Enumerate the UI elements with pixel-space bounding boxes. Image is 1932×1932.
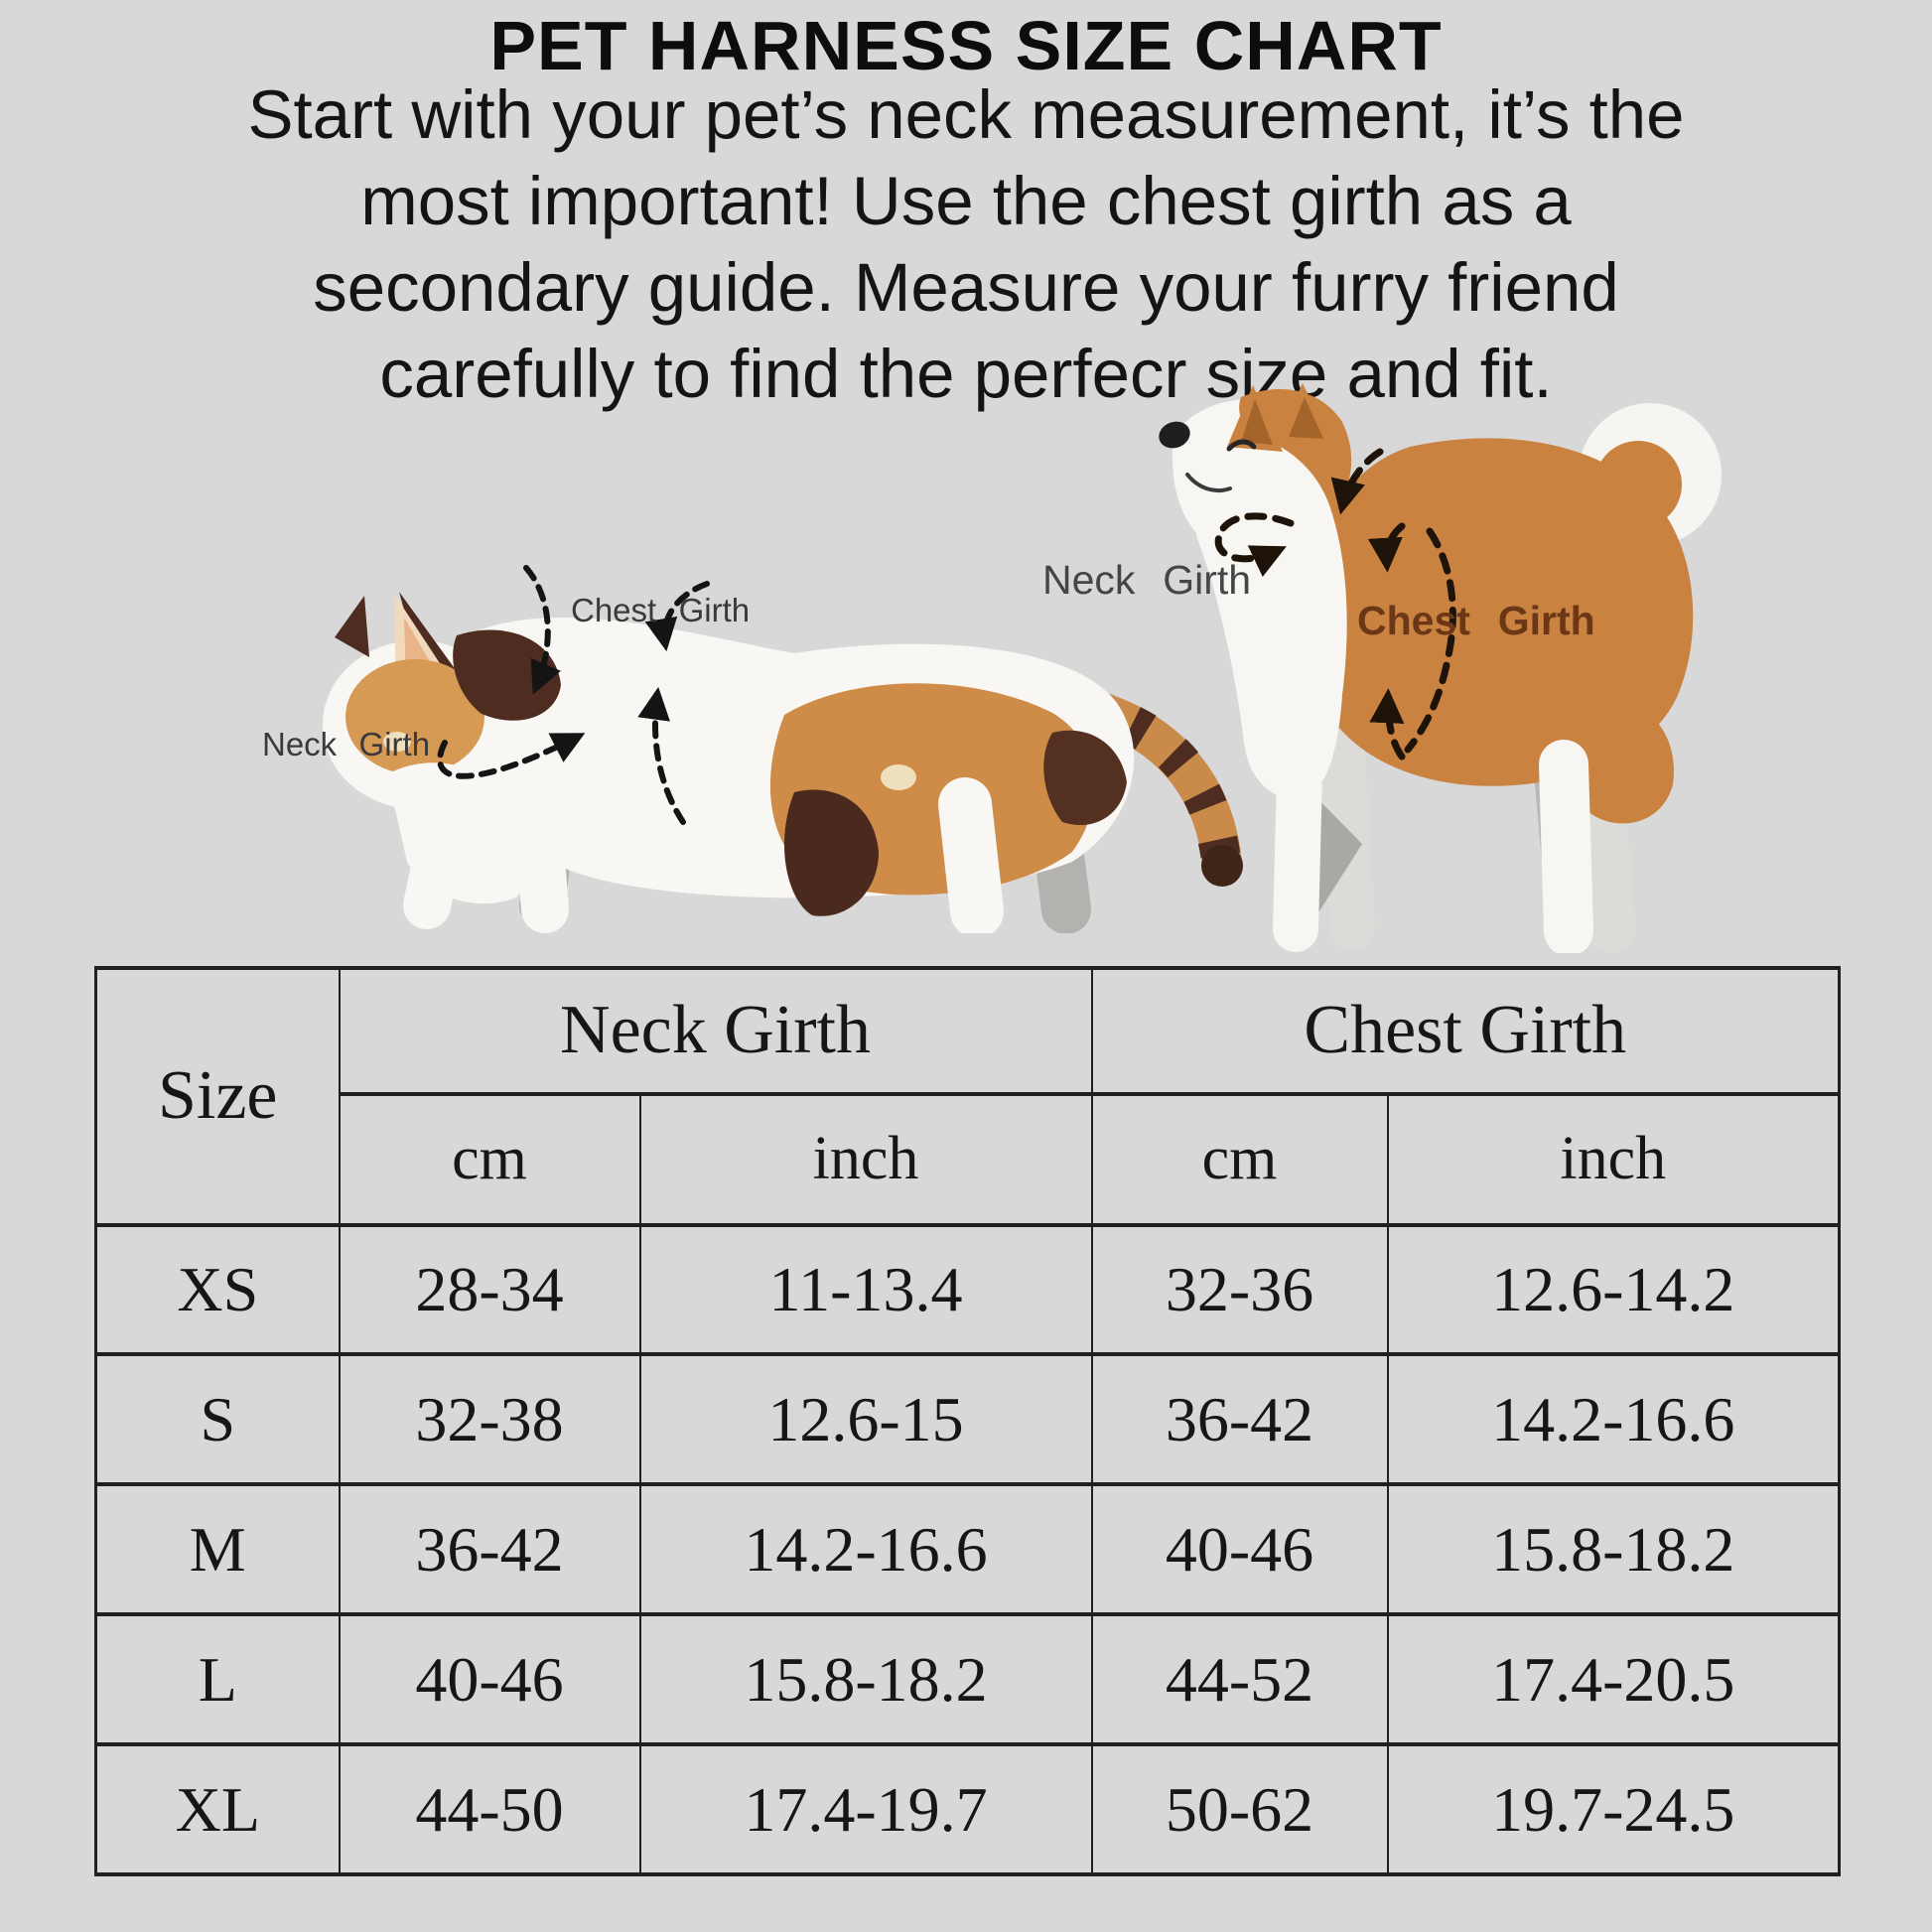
cat-face-spot xyxy=(383,732,411,752)
dog-chest-girth-label: Chest Girth xyxy=(1357,598,1595,643)
cat-front-leg xyxy=(512,770,569,933)
dog-rump xyxy=(1588,694,1674,824)
neck-inch-cell: 17.4-19.7 xyxy=(638,1742,1093,1876)
neck-cm-cell: 32-38 xyxy=(338,1352,641,1487)
subtitle-line-2: most important! Use the chest girth as a xyxy=(360,163,1572,239)
cat-neck-girth-arrow-icon xyxy=(523,565,561,695)
dog-withers-arrow-icon xyxy=(1330,448,1384,515)
dog-right-ear-inner xyxy=(1289,397,1323,439)
table-row-m: M 36-42 14.2-16.6 40-46 15.8-18.2 xyxy=(94,1482,1841,1617)
cat-tail xyxy=(1084,693,1242,884)
size-cell: XL xyxy=(94,1742,341,1876)
dog-chest-down-arrow-icon xyxy=(1367,522,1406,573)
table-row-xl: XL 44-50 17.4-19.7 50-62 19.7-24.5 xyxy=(94,1742,1841,1876)
dog-left-ear-inner xyxy=(1241,399,1273,445)
cat-chest-under-arrow-icon xyxy=(637,686,686,825)
neck-cm-cell: 44-50 xyxy=(338,1742,641,1876)
table-row-xs: XS 28-34 11-13.4 32-36 12.6-14.2 xyxy=(94,1222,1841,1357)
chest-cm-cell: 32-36 xyxy=(1090,1222,1389,1357)
cat-face-patch xyxy=(345,659,484,774)
cat-chest-girth-arrow-icon xyxy=(644,581,710,652)
dog-hind-leg xyxy=(1539,740,1593,953)
dog-nose-icon xyxy=(1159,421,1190,449)
dog-mouth xyxy=(1185,473,1232,493)
neck-girth-header: Neck Girth xyxy=(338,966,1093,1096)
cat-rump-patch xyxy=(1043,730,1127,826)
size-cell: M xyxy=(94,1482,341,1617)
chest-inch-cell: 14.2-16.6 xyxy=(1386,1352,1841,1487)
dog-eye-icon xyxy=(1226,439,1257,452)
size-table: Size Neck Girth Chest Girth cm inch cm i… xyxy=(94,966,1842,1876)
neck-cm-cell: 40-46 xyxy=(338,1612,641,1747)
cat-front-leg-forward xyxy=(403,765,476,929)
chest-cm-cell: 40-46 xyxy=(1090,1482,1389,1617)
chest-cm-cell: 50-62 xyxy=(1090,1742,1389,1876)
dog-chest-up-arrow-icon xyxy=(1369,688,1406,760)
cat-neck-girth-label: Neck Girth xyxy=(262,726,431,762)
dog-neck-girth-label: Neck Girth xyxy=(1042,557,1252,603)
neck-inch-cell: 14.2-16.6 xyxy=(638,1482,1093,1617)
size-cell: XS xyxy=(94,1222,341,1357)
chest-girth-header: Chest Girth xyxy=(1090,966,1841,1096)
subtitle-line-1: Start with your pet’s neck measurement, … xyxy=(247,76,1685,153)
cat-chest-girth-label: Chest Girth xyxy=(571,592,751,628)
cat-illustration xyxy=(323,565,1243,933)
size-cell: L xyxy=(94,1612,341,1747)
neck-cm-header: cm xyxy=(338,1091,641,1227)
cat-neck-label-arrow-icon xyxy=(437,733,586,779)
neck-inch-cell: 15.8-18.2 xyxy=(638,1612,1093,1747)
dog-illustration xyxy=(1159,383,1722,953)
chest-inch-cell: 19.7-24.5 xyxy=(1386,1742,1841,1876)
neck-cm-cell: 28-34 xyxy=(338,1222,641,1357)
subtitle-line-3: secondary guide. Measure your furry frie… xyxy=(313,249,1619,326)
dog-front-leg xyxy=(1273,712,1323,952)
chest-inch-cell: 17.4-20.5 xyxy=(1386,1612,1841,1747)
dog-neck-girth-arrow-icon xyxy=(1214,512,1295,578)
chest-cm-header: cm xyxy=(1090,1091,1389,1227)
cat-saddle-spot xyxy=(881,764,916,790)
dog-chest-girth-arc-icon xyxy=(1404,527,1456,754)
cat-far-ear xyxy=(335,596,369,657)
size-cell: S xyxy=(94,1352,341,1487)
subtitle: Start with your pet’s neck measurement, … xyxy=(157,71,1775,417)
neck-inch-header: inch xyxy=(638,1091,1093,1227)
chest-inch-header: inch xyxy=(1386,1091,1841,1227)
chest-cm-cell: 36-42 xyxy=(1090,1352,1389,1487)
neck-inch-cell: 11-13.4 xyxy=(638,1222,1093,1357)
cat-head-patch xyxy=(453,629,561,721)
chest-cm-cell: 44-52 xyxy=(1090,1612,1389,1747)
cat-tail-tip xyxy=(1201,845,1243,887)
cat-hind-leg xyxy=(938,777,1004,933)
size-column-header: Size xyxy=(94,966,341,1227)
subtitle-line-4: carefully to find the perfecr size and f… xyxy=(379,336,1553,412)
chest-inch-cell: 15.8-18.2 xyxy=(1386,1482,1841,1617)
table-row-l: L 40-46 15.8-18.2 44-52 17.4-20.5 xyxy=(94,1612,1841,1747)
neck-inch-cell: 12.6-15 xyxy=(638,1352,1093,1487)
cat-belly-patch xyxy=(783,789,879,916)
page-title: PET HARNESS SIZE CHART xyxy=(489,7,1443,84)
chest-inch-cell: 12.6-14.2 xyxy=(1386,1222,1841,1357)
neck-cm-cell: 36-42 xyxy=(338,1482,641,1617)
table-row-s: S 32-38 12.6-15 36-42 14.2-16.6 xyxy=(94,1352,1841,1487)
